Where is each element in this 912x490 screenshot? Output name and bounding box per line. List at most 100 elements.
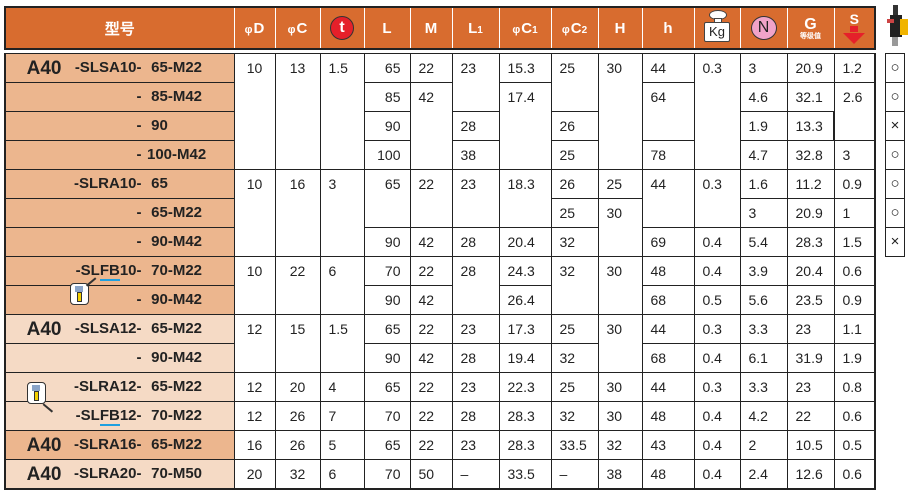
spec-cell: 4	[319, 372, 365, 402]
table-header: 型号 φD φC t L M L1 φC1 φC2 H h Kg N G 等级值 …	[4, 6, 876, 50]
down-arrow-icon	[850, 26, 859, 32]
header-s: S	[833, 6, 876, 50]
model-series: -SLSA12-	[75, 315, 142, 343]
model-size: 90-M42	[147, 349, 203, 366]
spec-cell: 23	[786, 372, 835, 402]
model-cell: -100-M42	[4, 140, 235, 170]
header-l1-label: L	[468, 19, 478, 37]
spec-cell: 0.6	[833, 256, 876, 286]
spec-cell: 3	[833, 140, 876, 170]
spec-cell: 42	[409, 82, 453, 170]
spec-cell: 0.6	[833, 401, 876, 431]
spec-cell: 85	[363, 82, 411, 112]
header-phi-c: φC	[274, 6, 320, 50]
model-cell: A40 -SLRA16- 65-M22	[4, 430, 235, 460]
table-row: -SLFB10- 70-M22 10 22 6 70 22 28 24.3 32 30 48 0.4 3…	[4, 256, 876, 315]
header-h-label: H	[614, 19, 626, 37]
spec-cell: 22	[409, 430, 453, 460]
model-series: -	[137, 286, 142, 314]
header-c-label: C	[296, 19, 308, 37]
spec-cell: 23	[786, 314, 835, 344]
model-cell: -SLFB12- 70-M22	[4, 401, 235, 431]
spec-cell: 22	[409, 401, 453, 431]
spec-cell: 26	[274, 401, 321, 431]
spec-cell: 0.4	[693, 401, 741, 431]
spec-cell: 42	[409, 285, 453, 315]
model-series: -SLRA12-	[74, 373, 142, 401]
phi-symbol: φ	[287, 23, 296, 36]
model-series-part: -	[136, 88, 142, 105]
spec-cell: 0.3	[693, 53, 741, 170]
model-series-part: -	[136, 349, 142, 366]
spec-cell: 22	[409, 256, 453, 286]
spec-cell: 44	[641, 372, 695, 402]
circle-mark: ○	[885, 140, 905, 170]
model-cell: - 65-M22	[4, 198, 235, 228]
spec-cell: 4.2	[739, 401, 788, 431]
model-prefix: A40	[26, 319, 62, 340]
header-h-upper: H	[597, 6, 642, 50]
spec-cell: 13.3	[786, 111, 835, 141]
model-series-part: -SL	[75, 407, 100, 424]
model-cell: - 90	[4, 111, 235, 141]
spec-cell: 26	[550, 169, 599, 199]
model-series-part: -	[136, 291, 142, 308]
header-h-small-label: h	[663, 19, 673, 37]
kg-label: Kg	[704, 22, 730, 42]
spec-cell: 25	[550, 140, 599, 170]
spec-cell: 32	[550, 227, 599, 257]
model-size: 70-M50	[147, 465, 203, 482]
header-phi-d: φD	[233, 6, 275, 50]
header-weight: Kg	[693, 6, 740, 50]
spec-cell: 0.3	[693, 314, 741, 344]
header-l1: L1	[451, 6, 499, 50]
spec-cell: 1.5	[319, 314, 365, 373]
header-c2-label: C	[570, 19, 582, 37]
spec-cell: 22	[274, 256, 321, 315]
table-row: -SLFB12- 70-M22 12 26 7 70 22 28 28.3 32 30 48 0.4 4…	[4, 401, 876, 431]
model-series: -SLRA10-	[74, 170, 142, 198]
spec-cell: 32.8	[786, 140, 835, 170]
spec-cell: 3.9	[739, 256, 788, 286]
model-size: 65-M22	[147, 378, 203, 395]
model-cell: - 85-M42	[4, 82, 235, 112]
spec-cell: 0.5	[833, 430, 876, 460]
model-series-part: 12-	[119, 407, 142, 424]
spec-cell: 30	[597, 256, 643, 315]
model-series-part: FB	[99, 407, 120, 426]
spec-cell: 28	[451, 227, 500, 257]
spec-cell: 28	[451, 111, 500, 141]
spec-cell: 10	[233, 169, 276, 257]
spec-cell: 65	[363, 169, 411, 228]
model-size: 65-M22	[147, 320, 203, 337]
table-row: - 90-M42 90 42 28 20.4 32 69 0.4 5.4 28.3 1.5	[4, 227, 876, 257]
model-cell: A40 -SLSA10- 65-M22	[4, 53, 235, 83]
spec-cell: 23	[451, 430, 500, 460]
spec-cell: 30	[597, 314, 643, 373]
spec-cell: 32.1	[786, 82, 835, 112]
cross-mark: ×	[885, 227, 905, 257]
spec-cell: 25	[550, 372, 599, 402]
circle-mark: ○	[885, 169, 905, 199]
model-series-part: -SLSA12-	[74, 320, 142, 337]
model-series: -	[137, 83, 142, 111]
spec-cell: 4.7	[739, 140, 788, 170]
table-row: - 85-M42 85 42 17.4 64 4.6 32.1 2.6	[4, 82, 876, 170]
spec-cell: 22.3	[498, 372, 552, 402]
model-series: -	[137, 228, 142, 256]
header-l: L	[363, 6, 410, 50]
t-badge-icon: t	[330, 16, 354, 40]
spec-cell: 2.6	[833, 82, 876, 141]
phi-symbol: φ	[512, 23, 521, 36]
model-size: 90-M42	[147, 291, 203, 308]
spec-cell: 33.5	[550, 430, 599, 460]
table-row: -100-M42 100 38 25 78 4.7 32.8 3	[4, 140, 876, 170]
spec-cell: 10	[233, 53, 276, 170]
spec-cell: 65	[363, 430, 411, 460]
model-size: 70-M22	[147, 407, 203, 424]
model-cell: A40 -SLSA12- 65-M22	[4, 314, 235, 344]
spec-cell: 48	[641, 256, 695, 286]
spec-cell: 17.4	[498, 82, 552, 170]
table-row: -SLRA10- 65 10 16 3 65 22 23 18.3 26 25 44 0.3 1.6 11…	[4, 169, 876, 257]
spec-cell: 5	[319, 430, 365, 460]
